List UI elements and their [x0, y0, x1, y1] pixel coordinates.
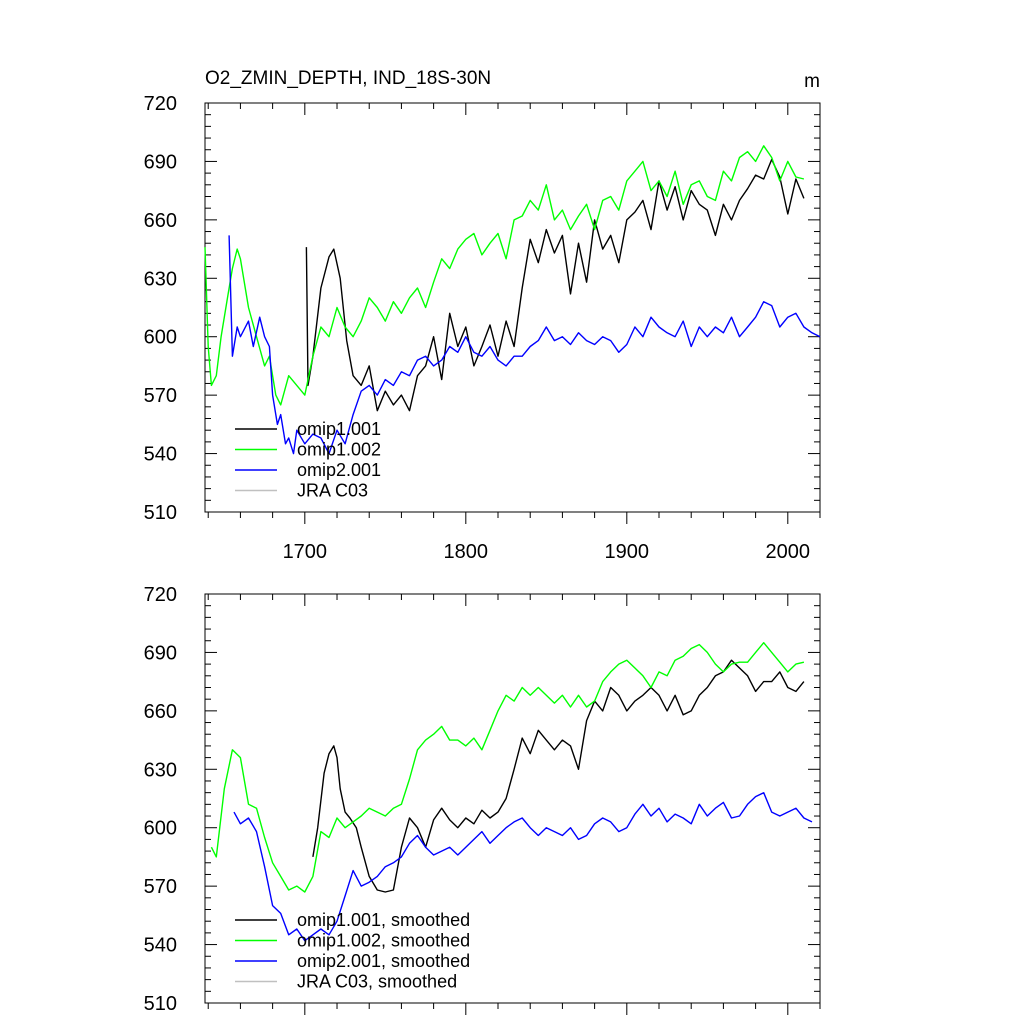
x-tick-label: 2000	[766, 541, 811, 563]
y-tick-label: 660	[144, 210, 177, 232]
series-line-omip1-001	[305, 158, 805, 412]
y-tick-label: 630	[144, 759, 177, 781]
top-panel: 510 540 570 600 630 660 690 720 1700 1800 1900 2000…	[144, 93, 821, 563]
x-tick-label: 1800	[444, 541, 489, 563]
y-tick-label: 600	[144, 327, 177, 349]
x-tick-label: 1900	[605, 541, 650, 563]
series-line-omip1-002	[204, 145, 805, 406]
y-tick-label: 720	[144, 93, 177, 115]
bottom-plot-frame	[204, 593, 821, 1004]
series-line-omip1-002-smoothed	[210, 642, 805, 893]
y-tick-label: 690	[144, 642, 177, 664]
legend-label: omip1.001, smoothed	[297, 910, 470, 930]
y-tick-label: 720	[144, 584, 177, 606]
series-line-omip2-001	[228, 235, 821, 455]
y-tick-label: 570	[144, 876, 177, 898]
legend-label: omip1.001	[297, 419, 381, 439]
legend-label: omip1.002	[297, 440, 381, 460]
bottom-panel: 510 540 570 600 630 660 690 720 omip1.001, smoot…	[144, 584, 821, 1015]
legend-label: JRA C03	[297, 481, 368, 501]
legend-label: JRA C03, smoothed	[297, 972, 457, 992]
legend-label: omip1.002, smoothed	[297, 931, 470, 951]
series-line-omip1-001-smoothed	[312, 659, 805, 893]
y-tick-label: 540	[144, 444, 177, 466]
chart-title: O2_ZMIN_DEPTH, IND_18S-30N	[205, 68, 491, 89]
y-tick-label: 570	[144, 385, 177, 407]
y-tick-label: 510	[144, 502, 177, 524]
y-tick-label: 540	[144, 935, 177, 957]
series-line-omip2-001-smoothed	[233, 792, 813, 942]
top-plot-frame	[204, 102, 821, 513]
legend-label: omip2.001, smoothed	[297, 951, 470, 971]
x-tick-label: 1700	[283, 541, 328, 563]
y-tick-label: 660	[144, 701, 177, 723]
y-tick-label: 630	[144, 268, 177, 290]
y-tick-label: 690	[144, 151, 177, 173]
legend-label: omip2.001	[297, 460, 381, 480]
y-tick-label: 510	[144, 993, 177, 1015]
y-tick-label: 600	[144, 818, 177, 840]
units-label: m	[804, 71, 820, 92]
